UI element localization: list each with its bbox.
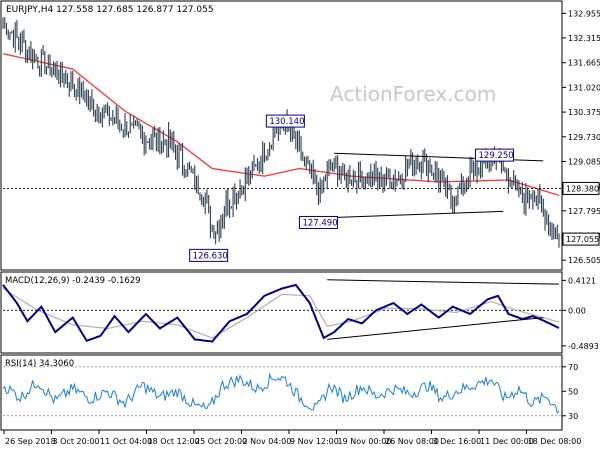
x-tick-label: 11 Oct 04:00 bbox=[100, 437, 152, 446]
x-tick-label: 19 Nov 00:00 bbox=[338, 437, 392, 446]
x-tick-label: 3 Dec 16:00 bbox=[433, 437, 482, 446]
rsi-line bbox=[2, 372, 560, 415]
last-price-label: 127.055 bbox=[566, 235, 599, 244]
price-panel-frame bbox=[0, 0, 563, 271]
x-tick-label: 18 Oct 12:00 bbox=[148, 437, 200, 446]
macd-signal-line bbox=[2, 287, 560, 339]
watermark: ActionForex.com bbox=[330, 82, 496, 106]
price-tick-label: 129.085 bbox=[568, 157, 600, 166]
price-annotation-label: 129.250 bbox=[479, 151, 514, 161]
macd-panel: MACD(12,26,9) -0.2439 -0.1629 0.4121 0.00… bbox=[0, 271, 599, 354]
rsi-panel: RSI(14) 34.3060 70 50 30 bbox=[0, 354, 578, 431]
rsi-series bbox=[2, 366, 562, 417]
x-tick-label: 26 Nov 08:00 bbox=[385, 437, 439, 446]
price-annotations: 130.140 129.250 127.490 126.630 128.380 127.0… bbox=[189, 114, 600, 262]
macd-line bbox=[2, 283, 560, 343]
price-tick-label: 130.375 bbox=[568, 108, 600, 117]
price-annotation-label: 130.140 bbox=[269, 117, 304, 127]
x-tick-label: 9 Nov 12:00 bbox=[290, 437, 339, 446]
price-tick-label: 132.955 bbox=[568, 9, 600, 18]
last-price-box bbox=[562, 232, 600, 246]
price-annotation-box bbox=[298, 215, 338, 229]
x-tick-label: 25 Oct 20:00 bbox=[195, 437, 247, 446]
macd-series bbox=[2, 279, 562, 343]
price-tick-label: 127.795 bbox=[568, 207, 600, 216]
price-tick-label: 132.315 bbox=[568, 34, 600, 43]
rsi-tick-label: 70 bbox=[568, 363, 578, 372]
price-annotation-label: 126.630 bbox=[193, 251, 228, 261]
price-tick-label: 129.730 bbox=[568, 133, 600, 142]
rsi-tick-label: 50 bbox=[568, 387, 578, 396]
price-annotation-box bbox=[189, 248, 229, 262]
x-tick-label: 11 Dec 00:00 bbox=[480, 437, 534, 446]
price-tick-label: 131.020 bbox=[568, 83, 600, 92]
macd-tick-label: 0.00 bbox=[568, 306, 586, 315]
symbol-header: EURJPY,H4 127.558 127.685 126.877 127.05… bbox=[6, 5, 214, 15]
price-panel: EURJPY,H4 127.558 127.685 126.877 127.05… bbox=[0, 0, 600, 271]
reference-price-box bbox=[562, 181, 600, 195]
price-trendline bbox=[313, 210, 504, 219]
x-tick-label: 18 Dec 08:00 bbox=[528, 437, 582, 446]
macd-y-axis: 0.4121 0.00 -0.4893 bbox=[562, 276, 599, 351]
price-tick-label: 126.505 bbox=[568, 256, 600, 265]
x-tick-label: 2 Nov 04:00 bbox=[243, 437, 292, 446]
price-bars-series bbox=[2, 17, 560, 248]
rsi-panel-frame bbox=[0, 354, 563, 431]
price-tick-label: 131.665 bbox=[568, 59, 600, 68]
x-tick-label: 26 Sep 2018 bbox=[5, 437, 56, 446]
rsi-y-axis: 70 50 30 bbox=[562, 363, 578, 421]
rsi-header: RSI(14) 34.3060 bbox=[5, 359, 74, 369]
reference-price-label: 128.380 bbox=[566, 184, 599, 193]
macd-tick-label: -0.4893 bbox=[568, 342, 599, 351]
x-tick-label: 3 Oct 20:00 bbox=[53, 437, 100, 446]
macd-panel-frame bbox=[0, 271, 563, 354]
rsi-tick-label: 30 bbox=[568, 412, 578, 421]
macd-trendline bbox=[327, 317, 544, 340]
price-annotation-box bbox=[265, 114, 305, 128]
price-annotation-box bbox=[475, 148, 515, 162]
macd-header: MACD(12,26,9) -0.2439 -0.1629 bbox=[5, 276, 141, 286]
macd-trendline bbox=[327, 279, 560, 285]
price-annotation-label: 127.490 bbox=[302, 218, 337, 228]
macd-tick-label: 0.4121 bbox=[568, 276, 596, 285]
